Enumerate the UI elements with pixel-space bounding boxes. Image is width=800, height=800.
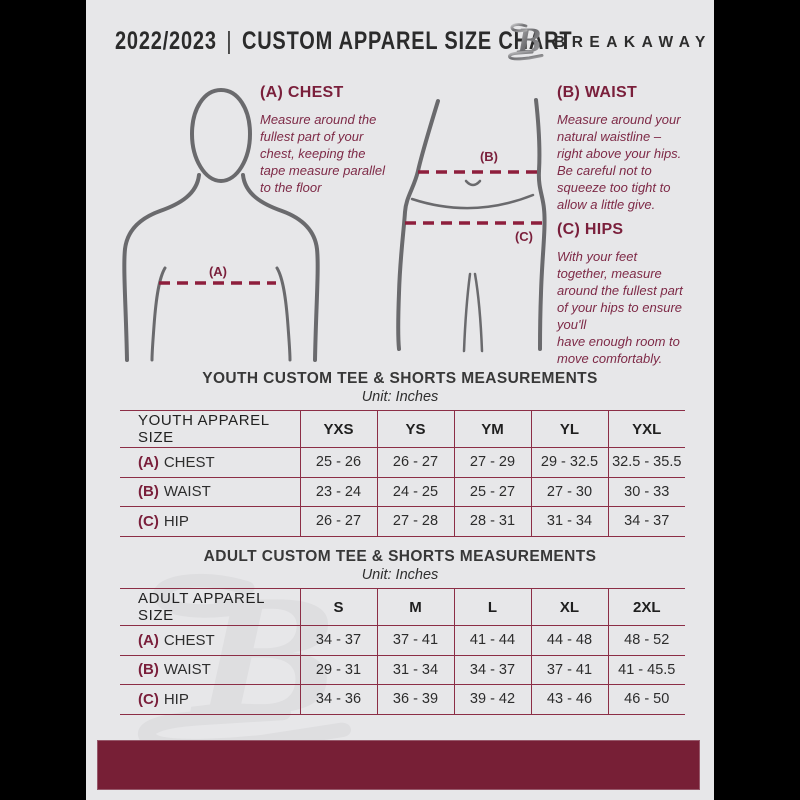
waist-line-label: (B) (480, 149, 498, 164)
row-letter: (A) (138, 453, 159, 471)
size-header-label: ADULT APPAREL SIZE (138, 590, 265, 624)
page-title: 2022/2023 | CUSTOM APPAREL SIZE CHART (115, 27, 572, 56)
table-row-waist: (B) WAIST 23 - 24 24 - 25 25 - 27 27 - 30… (120, 477, 685, 507)
measurement-cell: 34 - 36 (299, 684, 377, 714)
row-name: CHEST (163, 631, 215, 649)
adult-size-table: ADULT APPAREL SIZE S M L XL 2XL (A) CHEST… (120, 588, 685, 715)
size-chart-page: 2022/2023 | CUSTOM APPAREL SIZE CHART B BR… (86, 0, 714, 800)
measurement-cell: 26 - 27 (299, 506, 377, 536)
torso-outline (122, 87, 320, 362)
measurement-cell: 44 - 48 (530, 625, 608, 655)
title-separator: | (226, 27, 233, 55)
measurement-cell: 29 - 31 (299, 655, 377, 685)
measurement-cell: 31 - 34 (376, 655, 454, 685)
row-label: (C) HIP (120, 507, 300, 537)
waist-heading: (B) WAIST (557, 84, 638, 101)
measurement-cell: 28 - 31 (453, 506, 531, 536)
hips-outline (396, 98, 547, 353)
measurement-cell: 27 - 30 (530, 477, 608, 507)
measurement-cell: 30 - 33 (607, 477, 685, 507)
size-col-header: YS (376, 410, 454, 448)
measurement-cell: 34 - 37 (607, 506, 685, 536)
row-letter: (B) (138, 483, 159, 501)
row-name: WAIST (163, 483, 211, 501)
table-row-waist: (B) WAIST 29 - 31 31 - 34 34 - 37 37 - 41… (120, 655, 685, 685)
measurement-cell: 27 - 28 (376, 506, 454, 536)
hips-instruction-text: With your feet together, measure around … (557, 249, 683, 366)
measurement-cell: 41 - 44 (453, 625, 531, 655)
measurement-cell: 41 - 45.5 (607, 655, 685, 685)
chest-instruction-block: (A) CHEST Measure around the fullest par… (260, 84, 425, 196)
size-col-header: M (376, 588, 454, 626)
table-row-hip: (C) HIP 26 - 27 27 - 28 28 - 31 31 - 34 3… (120, 506, 685, 537)
youth-size-table: YOUTH APPAREL SIZE YXS YS YM YL YXL (A) C… (120, 410, 685, 537)
table-row-hip: (C) HIP 34 - 36 36 - 39 39 - 42 43 - 46 4… (120, 684, 685, 715)
table-row-chest: (A) CHEST 34 - 37 37 - 41 41 - 44 44 - 48… (120, 625, 685, 656)
measurement-cell: 23 - 24 (299, 477, 377, 507)
waist-instruction-block: (B) WAIST Measure around your natural wa… (557, 84, 729, 213)
chest-heading: (A) CHEST (260, 84, 344, 101)
row-label: (B) WAIST (120, 477, 300, 507)
size-header-label: YOUTH APPAREL SIZE (138, 412, 270, 446)
row-name: HIP (163, 512, 189, 530)
row-label: (C) HIP (120, 685, 300, 715)
size-col-header: YXL (607, 410, 685, 448)
measurement-cell: 48 - 52 (607, 625, 685, 655)
hips-heading: (C) HIPS (557, 221, 624, 238)
row-letter: (A) (138, 631, 159, 649)
size-col-header: YM (453, 410, 531, 448)
size-col-header: XL (530, 588, 608, 626)
table-header-row: YOUTH APPAREL SIZE YXS YS YM YL YXL (120, 410, 685, 448)
size-col-header: 2XL (607, 588, 685, 626)
measurement-cell: 32.5 - 35.5 (607, 447, 685, 477)
measurement-cell: 25 - 27 (453, 477, 531, 507)
youth-unit-label: Unit: Inches (361, 389, 439, 405)
size-col-header: YL (530, 410, 608, 448)
adult-table-title: ADULT CUSTOM TEE & SHORTS MEASUREMENTS (203, 548, 597, 565)
measurement-cell: 34 - 37 (299, 625, 377, 655)
hip-line-label: (C) (515, 229, 533, 244)
measurement-cell: 29 - 32.5 (530, 447, 608, 477)
waist-hip-diagram: (B) (C) (396, 98, 547, 353)
measurement-cell: 27 - 29 (453, 447, 531, 477)
chest-line-label: (A) (209, 264, 227, 279)
measurement-cell: 34 - 37 (453, 655, 531, 685)
row-name: WAIST (163, 661, 211, 679)
row-name: CHEST (163, 453, 215, 471)
measurement-cell: 24 - 25 (376, 477, 454, 507)
measurement-cell: 36 - 39 (376, 684, 454, 714)
measurement-cell: 46 - 50 (607, 684, 685, 714)
measurement-cell: 25 - 26 (299, 447, 377, 477)
size-col-header: YXS (299, 410, 377, 448)
row-label: (B) WAIST (120, 655, 300, 685)
year-label: 2022/2023 (115, 27, 217, 55)
adult-unit-label: Unit: Inches (361, 567, 439, 583)
size-col-header: L (453, 588, 531, 626)
chest-instruction-text: Measure around the fullest part of your … (260, 112, 386, 195)
measurement-cell: 31 - 34 (530, 506, 608, 536)
size-col-header: S (299, 588, 377, 626)
footer-bar (97, 740, 700, 790)
row-letter: (C) (138, 690, 159, 708)
row-name: HIP (163, 690, 189, 708)
waist-instruction-text: Measure around your natural waistline – … (557, 112, 682, 212)
measurement-cell: 39 - 42 (453, 684, 531, 714)
table-header-row: ADULT APPAREL SIZE S M L XL 2XL (120, 588, 685, 626)
hips-instruction-block: (C) HIPS With your feet together, measur… (557, 221, 729, 367)
torso-chest-diagram: (A) (122, 87, 320, 362)
measurement-cell: 43 - 46 (530, 684, 608, 714)
row-label: (A) CHEST (120, 626, 300, 656)
measurement-cell: 37 - 41 (376, 625, 454, 655)
breakaway-b-logo-icon: B (505, 18, 551, 64)
row-letter: (B) (138, 661, 159, 679)
row-letter: (C) (138, 512, 159, 530)
youth-table-title: YOUTH CUSTOM TEE & SHORTS MEASUREMENTS (202, 370, 598, 387)
brand-wordmark: BREAKAWAY (554, 34, 712, 51)
measurement-cell: 26 - 27 (376, 447, 454, 477)
table-row-chest: (A) CHEST 25 - 26 26 - 27 27 - 29 29 - 32… (120, 447, 685, 478)
measurement-cell: 37 - 41 (530, 655, 608, 685)
row-label: (A) CHEST (120, 448, 300, 478)
